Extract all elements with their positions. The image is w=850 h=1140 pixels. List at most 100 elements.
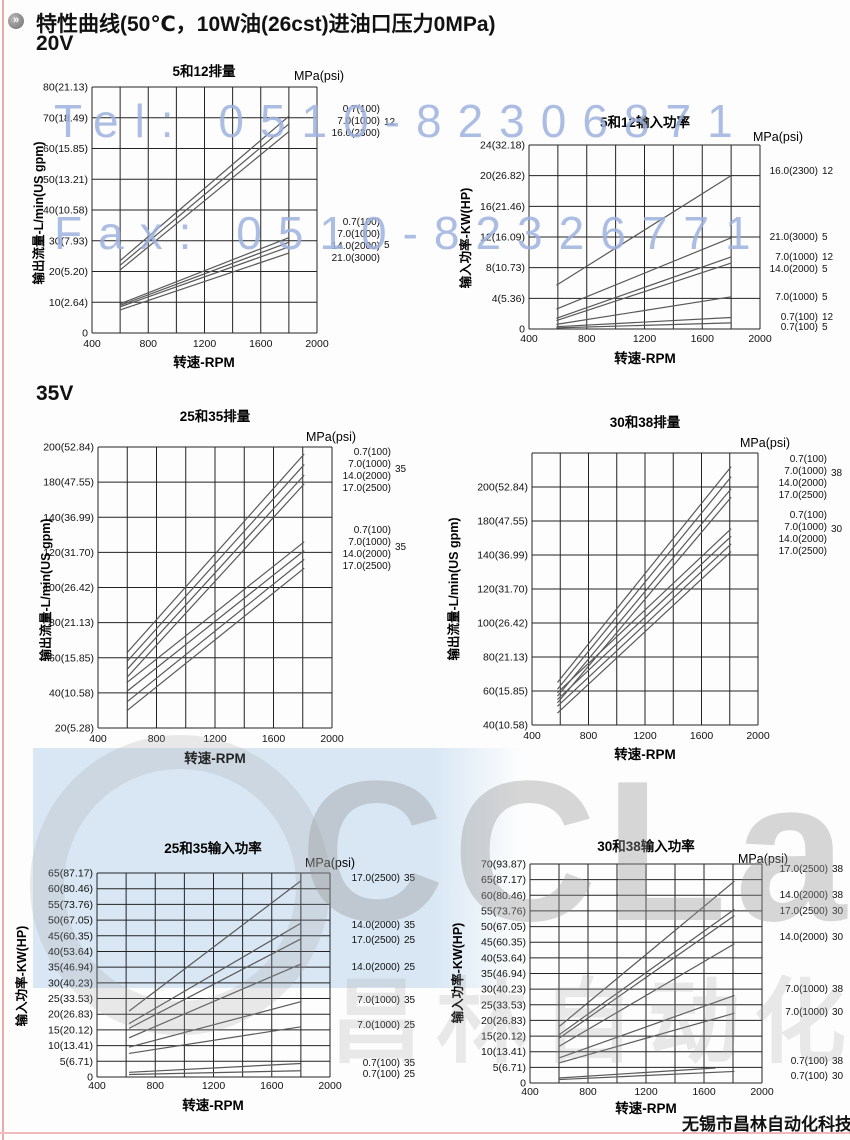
displacement-tag: 5 (822, 322, 828, 333)
series-line-14.0(2000)-5 (119, 246, 290, 308)
chart-flow-25-35: 200(52.84) 180(47.55) 140(36.99) 120(31.70)… (38, 408, 407, 766)
y-tick-label: 20(5.20) (49, 266, 88, 278)
chart-title: 30和38输入功率 (597, 838, 695, 854)
pressure-label: 7.0(1000) (775, 252, 818, 263)
y-tick-label: 20(5.28) (55, 723, 94, 735)
y-tick-label: 80(21.13) (483, 652, 528, 664)
series-line-14.0(2000)-25 (128, 963, 302, 1039)
y-tick-label: 20(26.83) (48, 1009, 93, 1021)
x-tick-label: 1600 (690, 730, 714, 742)
pressure-label: 17.0(2500) (779, 490, 827, 501)
pressure-label: 14.0(2000) (352, 962, 400, 973)
y-axis-title: 输入功率-KW(HP) (14, 926, 29, 1027)
series-line-0.7(100)-5 (119, 237, 290, 305)
y-tick-label: 25(33.53) (48, 993, 93, 1005)
x-tick-label: 800 (148, 733, 166, 745)
x-axis-title: 转速-RPM (614, 746, 676, 762)
x-tick-label: 400 (520, 333, 538, 345)
pressure-label: 14.0(2000) (779, 534, 827, 545)
y-tick-label: 45(60.35) (481, 937, 526, 949)
y-tick-label: 70(18.49) (43, 112, 88, 124)
pressure-label: 7.0(1000) (775, 292, 818, 303)
x-tick-label: 800 (578, 333, 596, 345)
displacement-tag: 5 (822, 264, 828, 275)
y-tick-label: 35(46.94) (48, 962, 93, 974)
pressure-label: 17.0(2500) (780, 864, 828, 875)
chart-flow-30-38: 200(52.84) 180(47.55) 140(36.99) 120(31.70)… (446, 414, 843, 762)
series-line-0.7(100)-5 (556, 322, 732, 329)
x-tick-label: 1200 (634, 1086, 658, 1098)
x-tick-label: 2000 (318, 1080, 342, 1092)
y-tick-label: 180(47.55) (43, 477, 94, 489)
pressure-label: 17.0(2500) (779, 546, 827, 557)
x-tick-label: 800 (139, 338, 157, 350)
pressure-unit-label: MPa(psi) (740, 436, 790, 450)
pressure-label: 7.0(1000) (348, 537, 391, 548)
series-line-17.0(2500)-25 (128, 938, 302, 1029)
series-line-0.7(100)-25 (129, 1070, 301, 1076)
series-line-0.7(100)-25 (126, 541, 305, 683)
y-tick-label: 80(21.13) (43, 82, 88, 94)
displacement-tag: 30 (831, 524, 843, 535)
pressure-label: 0.7(100) (781, 322, 818, 333)
y-tick-label: 140(36.99) (43, 512, 94, 524)
displacement-tag: 5 (384, 240, 390, 251)
pressure-label: 14.0(2000) (780, 890, 828, 901)
y-tick-label: 25(33.53) (481, 999, 526, 1011)
series-line-7.0(1000)-12 (556, 256, 732, 319)
y-tick-label: 60(15.85) (483, 686, 528, 698)
x-tick-label: 2000 (320, 733, 344, 745)
chart-title: 5和12排量 (172, 63, 236, 79)
y-tick-label: 60(15.85) (43, 143, 88, 155)
y-tick-label: 50(13.21) (43, 174, 88, 186)
x-tick-label: 400 (521, 1086, 539, 1098)
displacement-tag: 35 (395, 542, 407, 553)
series-line-0.7(100)-38 (558, 1067, 716, 1079)
pressure-label: 0.7(100) (343, 217, 380, 228)
y-axis-title: 输出流量-L/min(US gpm) (38, 518, 53, 661)
y-tick-label: 8(10.73) (486, 262, 525, 274)
pressure-label: 7.0(1000) (785, 984, 828, 995)
series-line-14.0(2000)-35 (128, 922, 302, 1025)
pressure-label: 0.7(100) (363, 1069, 400, 1080)
y-tick-label: 15(20.12) (481, 1031, 526, 1043)
x-tick-label: 400 (83, 338, 101, 350)
chart-power-30-38: 70(93.87) 65(87.17) 60(80.46) 55(73.76) 50(6… (450, 838, 844, 1116)
displacement-tag: 25 (404, 935, 416, 946)
y-tick-label: 120(31.70) (477, 584, 528, 596)
x-tick-label: 400 (88, 1080, 106, 1092)
y-tick-label: 100(26.42) (43, 582, 94, 594)
y-tick-label: 20(26.82) (480, 170, 525, 182)
displacement-tag: 30 (832, 932, 844, 943)
displacement-tag: 30 (832, 906, 844, 917)
y-tick-label: 40(10.58) (483, 720, 528, 732)
series-line-7.0(1000)-12 (119, 123, 290, 266)
series-line-17.0(2500)-35 (128, 880, 302, 1012)
y-tick-label: 140(36.99) (477, 550, 528, 562)
series-line-17.0(2500)-35 (126, 483, 305, 678)
pressure-label: 14.0(2000) (770, 264, 818, 275)
y-tick-label: 15(20.12) (48, 1024, 93, 1036)
pressure-label: 14.0(2000) (779, 478, 827, 489)
y-tick-label: 55(73.76) (48, 899, 93, 911)
series-line-14.0(2000)-35 (126, 474, 305, 670)
y-tick-label: 65(87.17) (481, 874, 526, 886)
series-line-17.0(2500)-25 (126, 567, 305, 711)
series-line-14.0(2000)-25 (126, 558, 305, 703)
pressure-label: 21.0(3000) (770, 232, 818, 243)
displacement-tag: 25 (404, 962, 416, 973)
x-tick-label: 1200 (193, 338, 217, 350)
section-label-20v: 20V (36, 32, 74, 55)
x-tick-label: 2000 (750, 1086, 774, 1098)
pressure-label: 0.7(100) (343, 104, 380, 115)
displacement-tag: 38 (832, 1056, 844, 1067)
page-title: 特性曲线(50℃，10W油(26cst)进油口压力0MPa) (36, 13, 496, 36)
x-tick-label: 1200 (633, 333, 657, 345)
series-line-17.0(2500)-30 (558, 915, 735, 1039)
pressure-label: 0.7(100) (790, 510, 827, 521)
displacement-tag: 12 (822, 166, 834, 177)
series-line-7.0(1000)-30 (558, 1012, 735, 1064)
series-line-0.7(100)-30 (558, 1070, 735, 1081)
